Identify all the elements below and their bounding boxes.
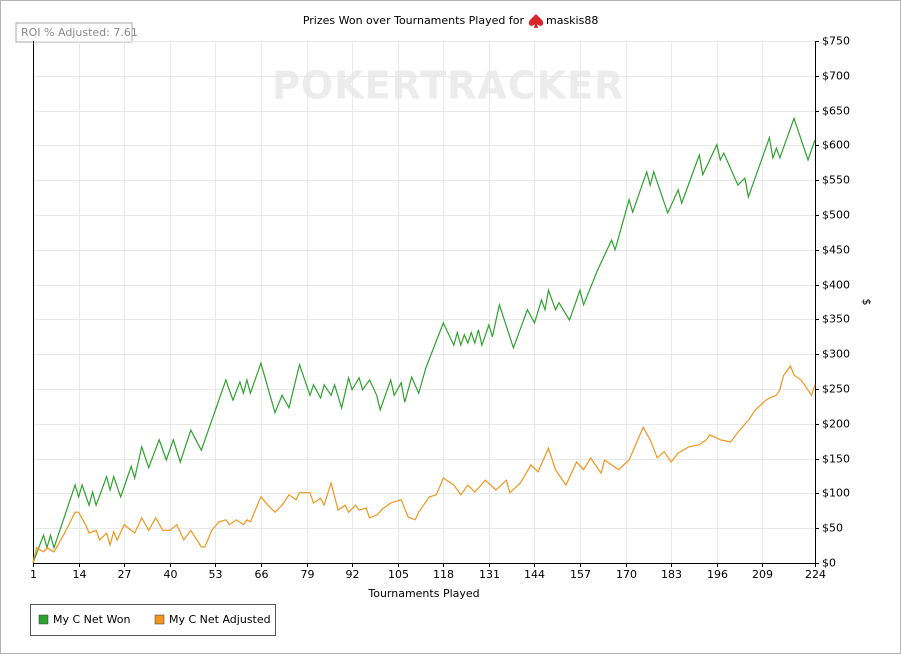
x-tick-label: 157 xyxy=(570,568,591,581)
legend-label: My C Net Won xyxy=(53,613,130,626)
x-tick-label: 40 xyxy=(164,568,178,581)
y-tick-label: $500 xyxy=(822,209,850,222)
x-tick-label: 224 xyxy=(805,568,826,581)
y-tick-label: $700 xyxy=(822,70,850,83)
x-tick-label: 131 xyxy=(479,568,500,581)
x-tick-label: 66 xyxy=(255,568,269,581)
series-line xyxy=(32,116,816,564)
spade-icon xyxy=(528,14,544,28)
x-tick-label: 53 xyxy=(209,568,223,581)
legend-swatch xyxy=(38,614,49,625)
x-tick-label: 209 xyxy=(752,568,773,581)
x-tick-label: 144 xyxy=(524,568,545,581)
y-tick-label: $350 xyxy=(822,313,850,326)
series-line xyxy=(32,364,816,564)
x-tick-label: 105 xyxy=(388,568,409,581)
x-tick-label: 14 xyxy=(73,568,87,581)
y-tick-label: $50 xyxy=(822,522,843,535)
y-tick-label: $550 xyxy=(822,174,850,187)
y-tick-label: $750 xyxy=(822,35,850,48)
y-tick-label: $100 xyxy=(822,487,850,500)
x-tick-label: 79 xyxy=(301,568,315,581)
chart-title: Prizes Won over Tournaments Played for xyxy=(303,14,525,27)
y-tick-label: $600 xyxy=(822,139,850,152)
x-tick-label: 170 xyxy=(616,568,637,581)
y-tick-label: $300 xyxy=(822,348,850,361)
x-tick-label: 196 xyxy=(707,568,728,581)
legend-label: My C Net Adjusted xyxy=(169,613,271,626)
watermark: POKERTRACKER xyxy=(272,64,624,108)
legend-swatch xyxy=(154,614,165,625)
y-axis-label: $ xyxy=(860,299,873,306)
y-tick-label: $250 xyxy=(822,383,850,396)
legend xyxy=(30,604,276,636)
y-tick-label: $400 xyxy=(822,279,850,292)
x-tick-label: 92 xyxy=(346,568,360,581)
x-tick-label: 27 xyxy=(118,568,132,581)
y-tick-label: $450 xyxy=(822,244,850,257)
x-axis-label: Tournaments Played xyxy=(367,587,479,600)
player-name: maskis88 xyxy=(546,14,598,27)
annotation: ROI % Adjusted: 7.61 xyxy=(21,26,138,39)
y-tick-label: $0 xyxy=(822,557,836,570)
x-tick-label: 183 xyxy=(661,568,682,581)
x-tick-label: 118 xyxy=(433,568,454,581)
x-tick-label: 1 xyxy=(30,568,37,581)
y-tick-label: $150 xyxy=(822,453,850,466)
y-tick-label: $650 xyxy=(822,105,850,118)
y-tick-label: $200 xyxy=(822,418,850,431)
